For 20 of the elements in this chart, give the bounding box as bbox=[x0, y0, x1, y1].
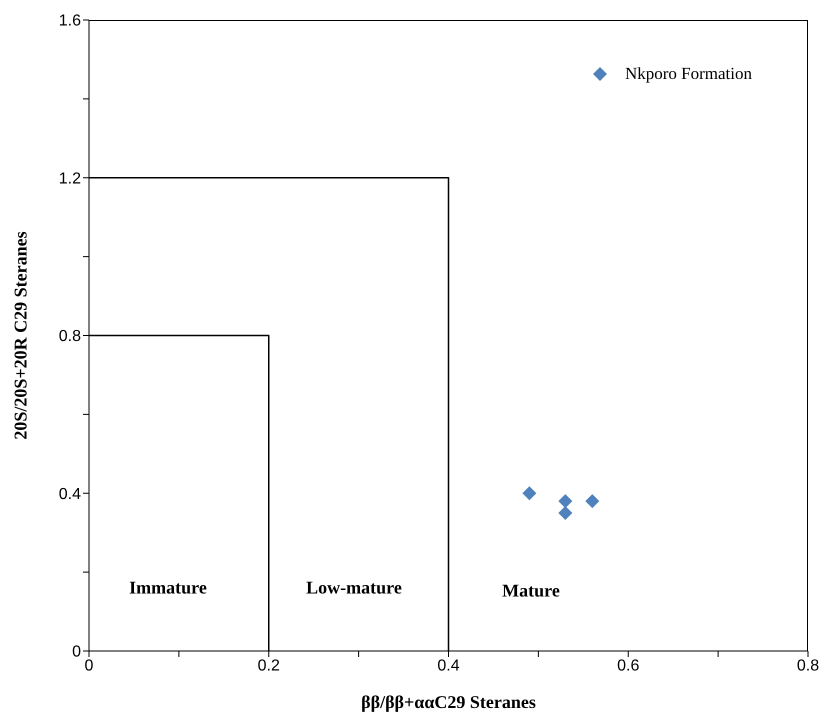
x-tick-label: 0.6 bbox=[617, 657, 640, 674]
x-tick-label: 0.2 bbox=[258, 657, 280, 674]
point bbox=[558, 506, 572, 520]
legend-label: Nkporo Formation bbox=[624, 64, 752, 84]
y-tick-label: 0.8 bbox=[58, 328, 82, 346]
annotation: Low-mature bbox=[306, 578, 402, 598]
annotation: Immature bbox=[129, 578, 207, 598]
y-tick-label: 1.2 bbox=[58, 170, 82, 188]
annotation: Mature bbox=[502, 580, 560, 602]
y-tick-label: 0 bbox=[72, 644, 82, 661]
point bbox=[558, 494, 572, 508]
y-tick-label: 1.6 bbox=[58, 12, 82, 30]
point bbox=[522, 486, 536, 500]
x-axis-title: ββ/ββ+ααC29 Steranes bbox=[361, 692, 536, 712]
x-tick-label: 0.8 bbox=[796, 657, 820, 674]
point bbox=[585, 494, 600, 508]
y-axis-title: 20S/20S+20R C29 Steranes bbox=[10, 231, 30, 440]
x-tick-label: 0 bbox=[84, 657, 94, 674]
y-tick-label: 0.4 bbox=[58, 486, 82, 503]
x-tick-label: 0.4 bbox=[437, 657, 460, 674]
